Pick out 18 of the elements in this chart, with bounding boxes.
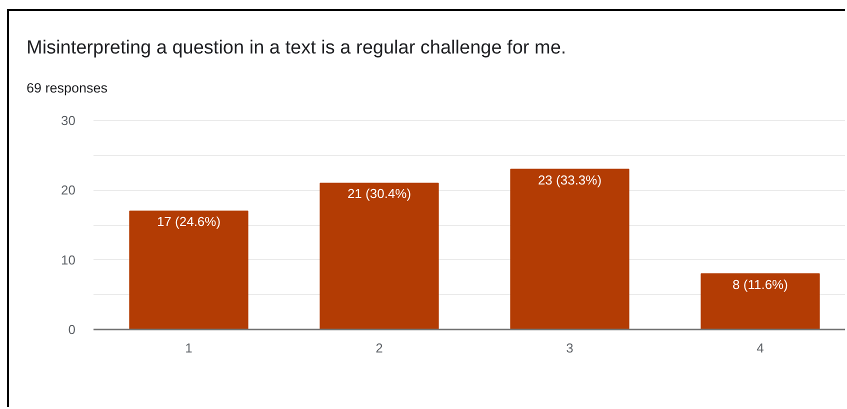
- x-tick-label: 1: [185, 340, 192, 356]
- x-tick-label: 2: [376, 340, 383, 356]
- bar: [510, 168, 630, 330]
- data-label: 17 (24.6%): [156, 214, 221, 230]
- data-label: 8 (11.6%): [732, 276, 788, 292]
- data-label: 23 (33.3%): [538, 172, 602, 188]
- chart-subtitle: 69 responses: [26, 80, 108, 96]
- bar: [700, 273, 820, 330]
- data-label: 21 (30.4%): [347, 186, 412, 202]
- chart-title: Misinterpreting a question in a text is a regular challenge for me.: [26, 38, 566, 58]
- x-tick-label: 4: [756, 340, 764, 356]
- bar: [129, 210, 248, 330]
- y-tick-label: 10: [61, 252, 76, 268]
- bar: [320, 182, 439, 330]
- x-tick-label: 3: [566, 340, 574, 356]
- y-tick-label: 0: [68, 322, 76, 337]
- y-tick-label: 20: [61, 182, 76, 198]
- y-tick-label: 30: [61, 113, 76, 128]
